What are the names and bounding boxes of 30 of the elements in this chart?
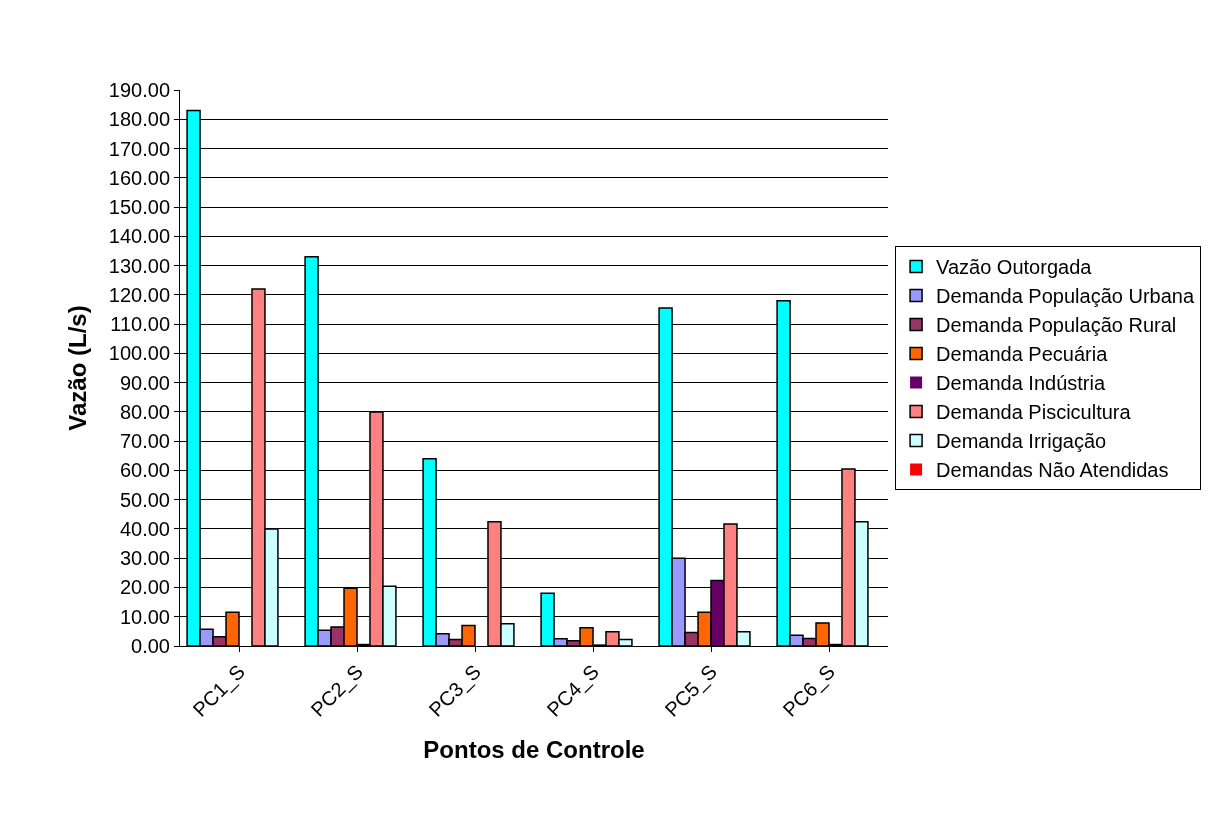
legend-label: Demanda Piscicultura: [936, 401, 1132, 424]
y-tick-label: 150.00: [108, 196, 170, 219]
y-tick-label: 90.00: [119, 371, 170, 394]
y-tick-label: 100.00: [108, 342, 170, 365]
legend-label: Demanda Pecuária: [936, 343, 1109, 366]
y-tick-label: 120.00: [108, 283, 170, 306]
legend-label: Demanda Irrigação: [936, 430, 1107, 453]
y-tick-label: 190.00: [108, 79, 170, 101]
legend-label: Demanda População Rural: [936, 314, 1177, 337]
y-tick-label: 70.00: [119, 430, 170, 453]
y-tick-label: 140.00: [108, 225, 170, 248]
y-tick-label: 30.00: [119, 547, 170, 570]
y-tick-label: 110.00: [110, 313, 170, 336]
legend-label: Demandas Não Atendidas: [936, 459, 1169, 482]
y-tick-label: 50.00: [119, 488, 170, 511]
y-tick-label: 10.00: [119, 605, 170, 628]
legend-label: Vazão Outorgada: [936, 256, 1093, 279]
y-tick-label: 180.00: [108, 108, 170, 131]
y-tick-label: 0.00: [131, 635, 170, 657]
legend-label: Demanda População Urbana: [936, 285, 1195, 308]
y-tick-label: 80.00: [119, 400, 170, 423]
y-tick-label: 40.00: [119, 517, 170, 540]
y-tick-label: 160.00: [108, 166, 170, 189]
y-axis-title: Vazão (L/s): [63, 305, 91, 431]
y-tick-label: 60.00: [119, 459, 170, 482]
y-tick-label: 170.00: [108, 137, 170, 160]
x-axis-title: Pontos de Controle: [423, 735, 645, 763]
y-tick-label: 130.00: [108, 254, 170, 277]
legend-label: Demanda Indústria: [936, 372, 1106, 395]
y-tick-label: 20.00: [119, 576, 170, 599]
